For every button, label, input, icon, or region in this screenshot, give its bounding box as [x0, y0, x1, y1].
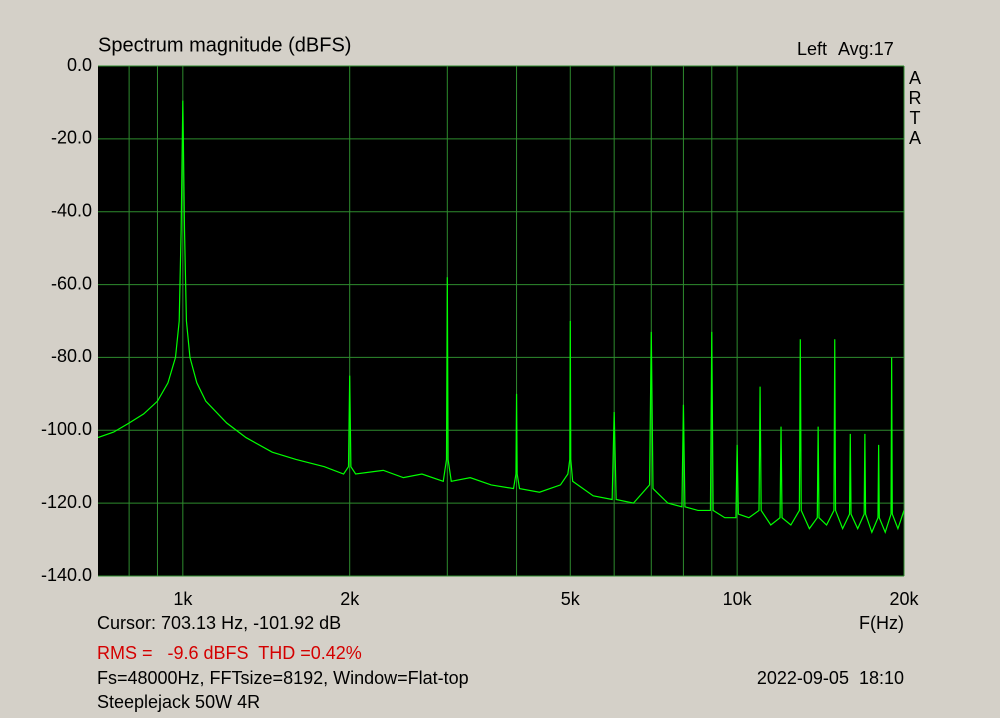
- side-label: ARTA: [905, 68, 925, 148]
- chart-title: Spectrum magnitude (dBFS): [98, 34, 351, 56]
- x-axis-label: F(Hz): [859, 613, 904, 633]
- y-tick-label: -100.0: [41, 419, 92, 439]
- plot-area: [98, 66, 904, 576]
- y-tick-label: -120.0: [41, 492, 92, 512]
- y-tick-label: 0.0: [67, 55, 92, 75]
- settings-text: Fs=48000Hz, FFTsize=8192, Window=Flat-to…: [97, 668, 469, 688]
- avg-label: Avg:17: [838, 39, 894, 59]
- x-tick-label: 1k: [173, 589, 193, 609]
- y-tick-label: -20.0: [51, 128, 92, 148]
- channel-label: Left: [797, 39, 827, 59]
- y-tick-label: -40.0: [51, 200, 92, 220]
- y-tick-label: -80.0: [51, 346, 92, 366]
- y-tick-label: -140.0: [41, 565, 92, 585]
- timestamp: 2022-09-05 18:10: [757, 668, 904, 688]
- cursor-text: Cursor: 703.13 Hz, -101.92 dB: [97, 613, 341, 633]
- x-tick-label: 5k: [561, 589, 581, 609]
- measure-text: RMS = -9.6 dBFS THD =0.42%: [97, 643, 362, 663]
- y-tick-label: -60.0: [51, 273, 92, 293]
- device-text: Steeplejack 50W 4R: [97, 692, 260, 712]
- x-tick-label: 2k: [340, 589, 360, 609]
- x-tick-label: 20k: [889, 589, 919, 609]
- x-tick-label: 10k: [723, 589, 753, 609]
- spectrum-line: [98, 100, 904, 535]
